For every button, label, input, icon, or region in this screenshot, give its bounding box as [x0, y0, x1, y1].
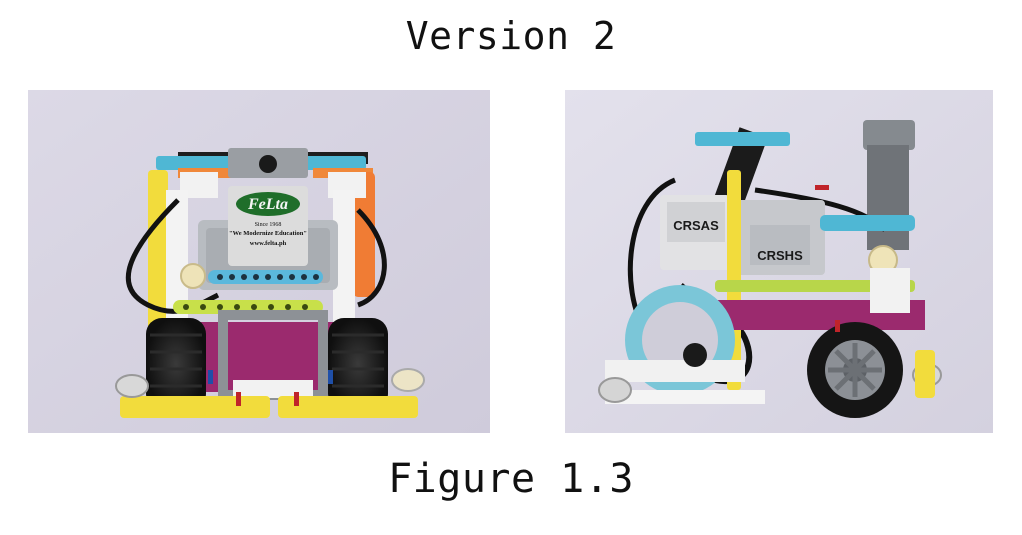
page-heading: Version 2 — [405, 14, 617, 58]
robot-side-view-photo: CRSAS CRSHS — [565, 90, 993, 433]
hub-label-top: CRSAS — [673, 218, 719, 233]
felta-label-line-2: "We Modernize Education" — [229, 230, 307, 237]
figure-caption: Figure 1.3 — [388, 456, 634, 502]
felta-label-line-3: www.felta.ph — [250, 240, 287, 247]
felta-label-line-1: Since 1968 — [255, 222, 282, 228]
hub-label-bottom: CRSHS — [757, 248, 803, 263]
felta-logo-text: FeLta — [247, 196, 288, 213]
robot-front-view-photo: FeLta Since 1968 "We Modernize Education… — [28, 90, 490, 433]
